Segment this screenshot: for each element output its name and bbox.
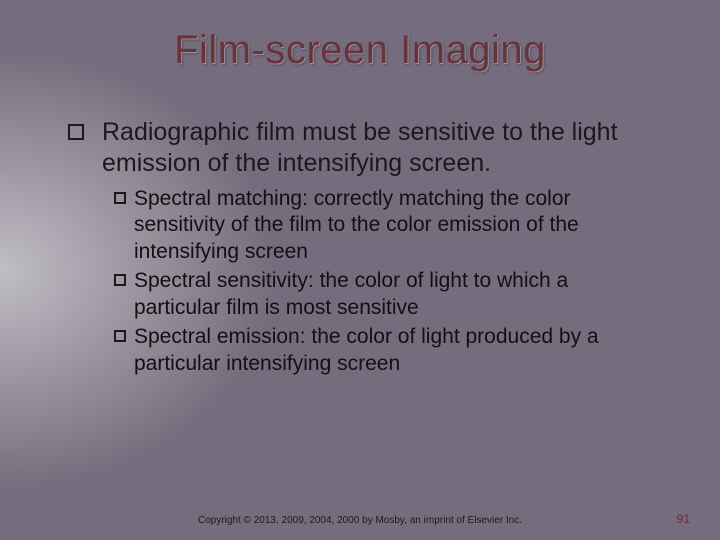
main-point-text: Radiographic film must be sensitive to t… <box>102 117 652 180</box>
square-bullet-icon <box>114 274 126 286</box>
sub-point-text: Spectral emission: the color of light pr… <box>134 324 652 378</box>
copyright-text: Copyright © 2013, 2009, 2004, 2000 by Mo… <box>198 515 522 526</box>
sub-point-text: Spectral sensitivity: the color of light… <box>134 268 652 322</box>
square-bullet-icon <box>68 124 84 140</box>
content-area: Radiographic film must be sensitive to t… <box>60 117 660 378</box>
square-bullet-icon <box>114 192 126 204</box>
footer: Copyright © 2013, 2009, 2004, 2000 by Mo… <box>0 515 720 526</box>
bullet-level2: Spectral sensitivity: the color of light… <box>114 268 652 322</box>
bullet-level1: Radiographic film must be sensitive to t… <box>68 117 652 180</box>
sub-point-text: Spectral matching: correctly matching th… <box>134 186 652 267</box>
bullet-level2: Spectral matching: correctly matching th… <box>114 186 652 267</box>
square-bullet-icon <box>114 330 126 342</box>
page-number: 91 <box>677 512 690 526</box>
sub-bullet-list: Spectral matching: correctly matching th… <box>68 186 652 378</box>
slide-title: Film-screen Imaging <box>60 28 660 73</box>
bullet-level2: Spectral emission: the color of light pr… <box>114 324 652 378</box>
slide: Film-screen Imaging Radiographic film mu… <box>0 0 720 540</box>
